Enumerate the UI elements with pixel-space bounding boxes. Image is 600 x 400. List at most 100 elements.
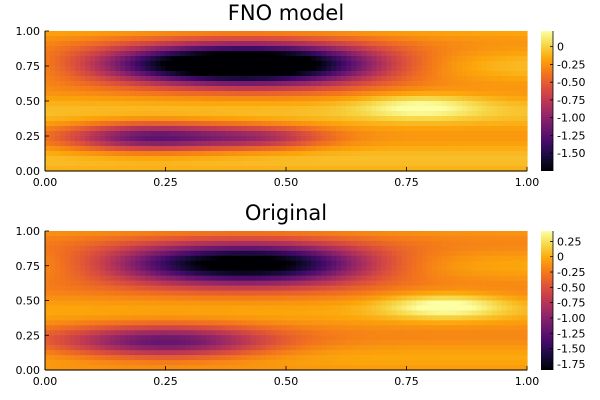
heatmap-cell <box>481 335 488 341</box>
heatmap-cell <box>401 255 408 262</box>
heatmap-cell <box>326 300 332 307</box>
heatmap-cell <box>220 131 227 137</box>
heatmap-cell <box>170 91 177 97</box>
heatmap-cell <box>406 166 413 172</box>
heatmap-cell <box>331 106 337 112</box>
heatmap-cell <box>150 71 157 77</box>
heatmap-cell <box>346 71 352 77</box>
heatmap-cell <box>296 61 302 67</box>
heatmap-cell <box>346 340 352 346</box>
heatmap-cell <box>421 340 428 346</box>
heatmap-cell <box>306 121 312 127</box>
heatmap-cell <box>376 76 382 82</box>
heatmap-cell <box>381 280 388 287</box>
heatmap-cell <box>451 300 458 307</box>
heatmap-cell <box>70 41 76 47</box>
heatmap-cell <box>90 325 96 331</box>
heatmap-cell <box>275 240 282 247</box>
heatmap-cell <box>215 116 222 122</box>
heatmap-cell <box>456 235 463 242</box>
heatmap-cell <box>401 156 408 162</box>
heatmap-cell <box>416 315 423 321</box>
heatmap-cell <box>331 275 337 282</box>
heatmap-cell <box>265 36 272 42</box>
heatmap-cell <box>50 335 56 341</box>
heatmap-cell <box>341 320 347 326</box>
heatmap-cell <box>351 330 357 336</box>
heatmap-cell <box>466 166 473 172</box>
heatmap-cell <box>85 46 91 52</box>
heatmap-cell <box>125 240 131 247</box>
heatmap-cell <box>250 151 257 157</box>
heatmap-cell <box>245 245 252 252</box>
heatmap-cell <box>371 146 377 152</box>
heatmap-cell <box>501 36 508 42</box>
heatmap-cell <box>215 111 222 117</box>
heatmap-cell <box>361 76 367 82</box>
heatmap-cell <box>336 156 342 162</box>
heatmap-cell <box>55 325 61 331</box>
heatmap-cell <box>381 335 388 341</box>
heatmap-cell <box>195 300 202 307</box>
heatmap-cell <box>341 290 347 297</box>
heatmap-cell <box>100 245 106 252</box>
heatmap-cell <box>331 270 337 277</box>
heatmap-cell <box>160 300 167 307</box>
heatmap-cell <box>521 146 528 152</box>
heatmap-cell <box>391 270 398 277</box>
heatmap-cell <box>426 300 433 307</box>
heatmap-cell <box>110 340 116 346</box>
heatmap-cell <box>291 141 297 147</box>
heatmap-cell <box>50 315 56 321</box>
heatmap-cell <box>376 325 382 331</box>
heatmap-cell <box>396 131 403 137</box>
heatmap-cell <box>496 151 503 157</box>
heatmap-cell <box>416 290 423 297</box>
heatmap-cell <box>100 166 106 172</box>
heatmap-cell <box>366 46 372 52</box>
heatmap-cell <box>466 330 473 336</box>
heatmap-cell <box>105 320 111 326</box>
heatmap-cell <box>250 295 257 302</box>
heatmap-cell <box>255 56 262 62</box>
heatmap-cell <box>210 76 217 82</box>
heatmap-cell <box>75 335 81 341</box>
heatmap-cell <box>391 285 398 292</box>
heatmap-cell <box>346 280 352 287</box>
heatmap-cell <box>401 295 408 302</box>
heatmap-cell <box>431 111 438 117</box>
heatmap-cell <box>501 250 508 257</box>
heatmap-cell <box>270 126 277 132</box>
heatmap-cell <box>140 151 147 157</box>
heatmap-cell <box>396 121 403 127</box>
heatmap-cell <box>90 295 96 302</box>
heatmap-cell <box>361 41 367 47</box>
heatmap-cell <box>321 121 327 127</box>
heatmap-cell <box>456 36 463 42</box>
heatmap-cell <box>331 151 337 157</box>
heatmap-cell <box>451 310 458 316</box>
heatmap-cell <box>486 325 493 331</box>
heatmap-cell <box>185 295 192 302</box>
heatmap-cell <box>60 305 66 312</box>
heatmap-cell <box>275 265 282 272</box>
heatmap-cell <box>476 41 483 47</box>
heatmap-cell <box>326 260 332 267</box>
heatmap-cell <box>130 280 136 287</box>
heatmap-cell <box>516 255 523 262</box>
heatmap-cell <box>65 111 71 117</box>
heatmap-cell <box>456 340 463 346</box>
heatmap-cell <box>270 136 277 142</box>
heatmap-cell <box>190 235 197 242</box>
heatmap-cell <box>225 290 232 297</box>
heatmap-cell <box>296 106 302 112</box>
heatmap-cell <box>280 71 287 77</box>
heatmap-cell <box>471 146 478 152</box>
heatmap-cell <box>286 280 292 287</box>
heatmap-cell <box>280 81 287 87</box>
heatmap-cell <box>391 141 398 147</box>
heatmap-cell <box>371 161 377 167</box>
heatmap-cell <box>175 255 182 262</box>
heatmap-cell <box>235 106 242 112</box>
heatmap-cell <box>180 46 187 52</box>
